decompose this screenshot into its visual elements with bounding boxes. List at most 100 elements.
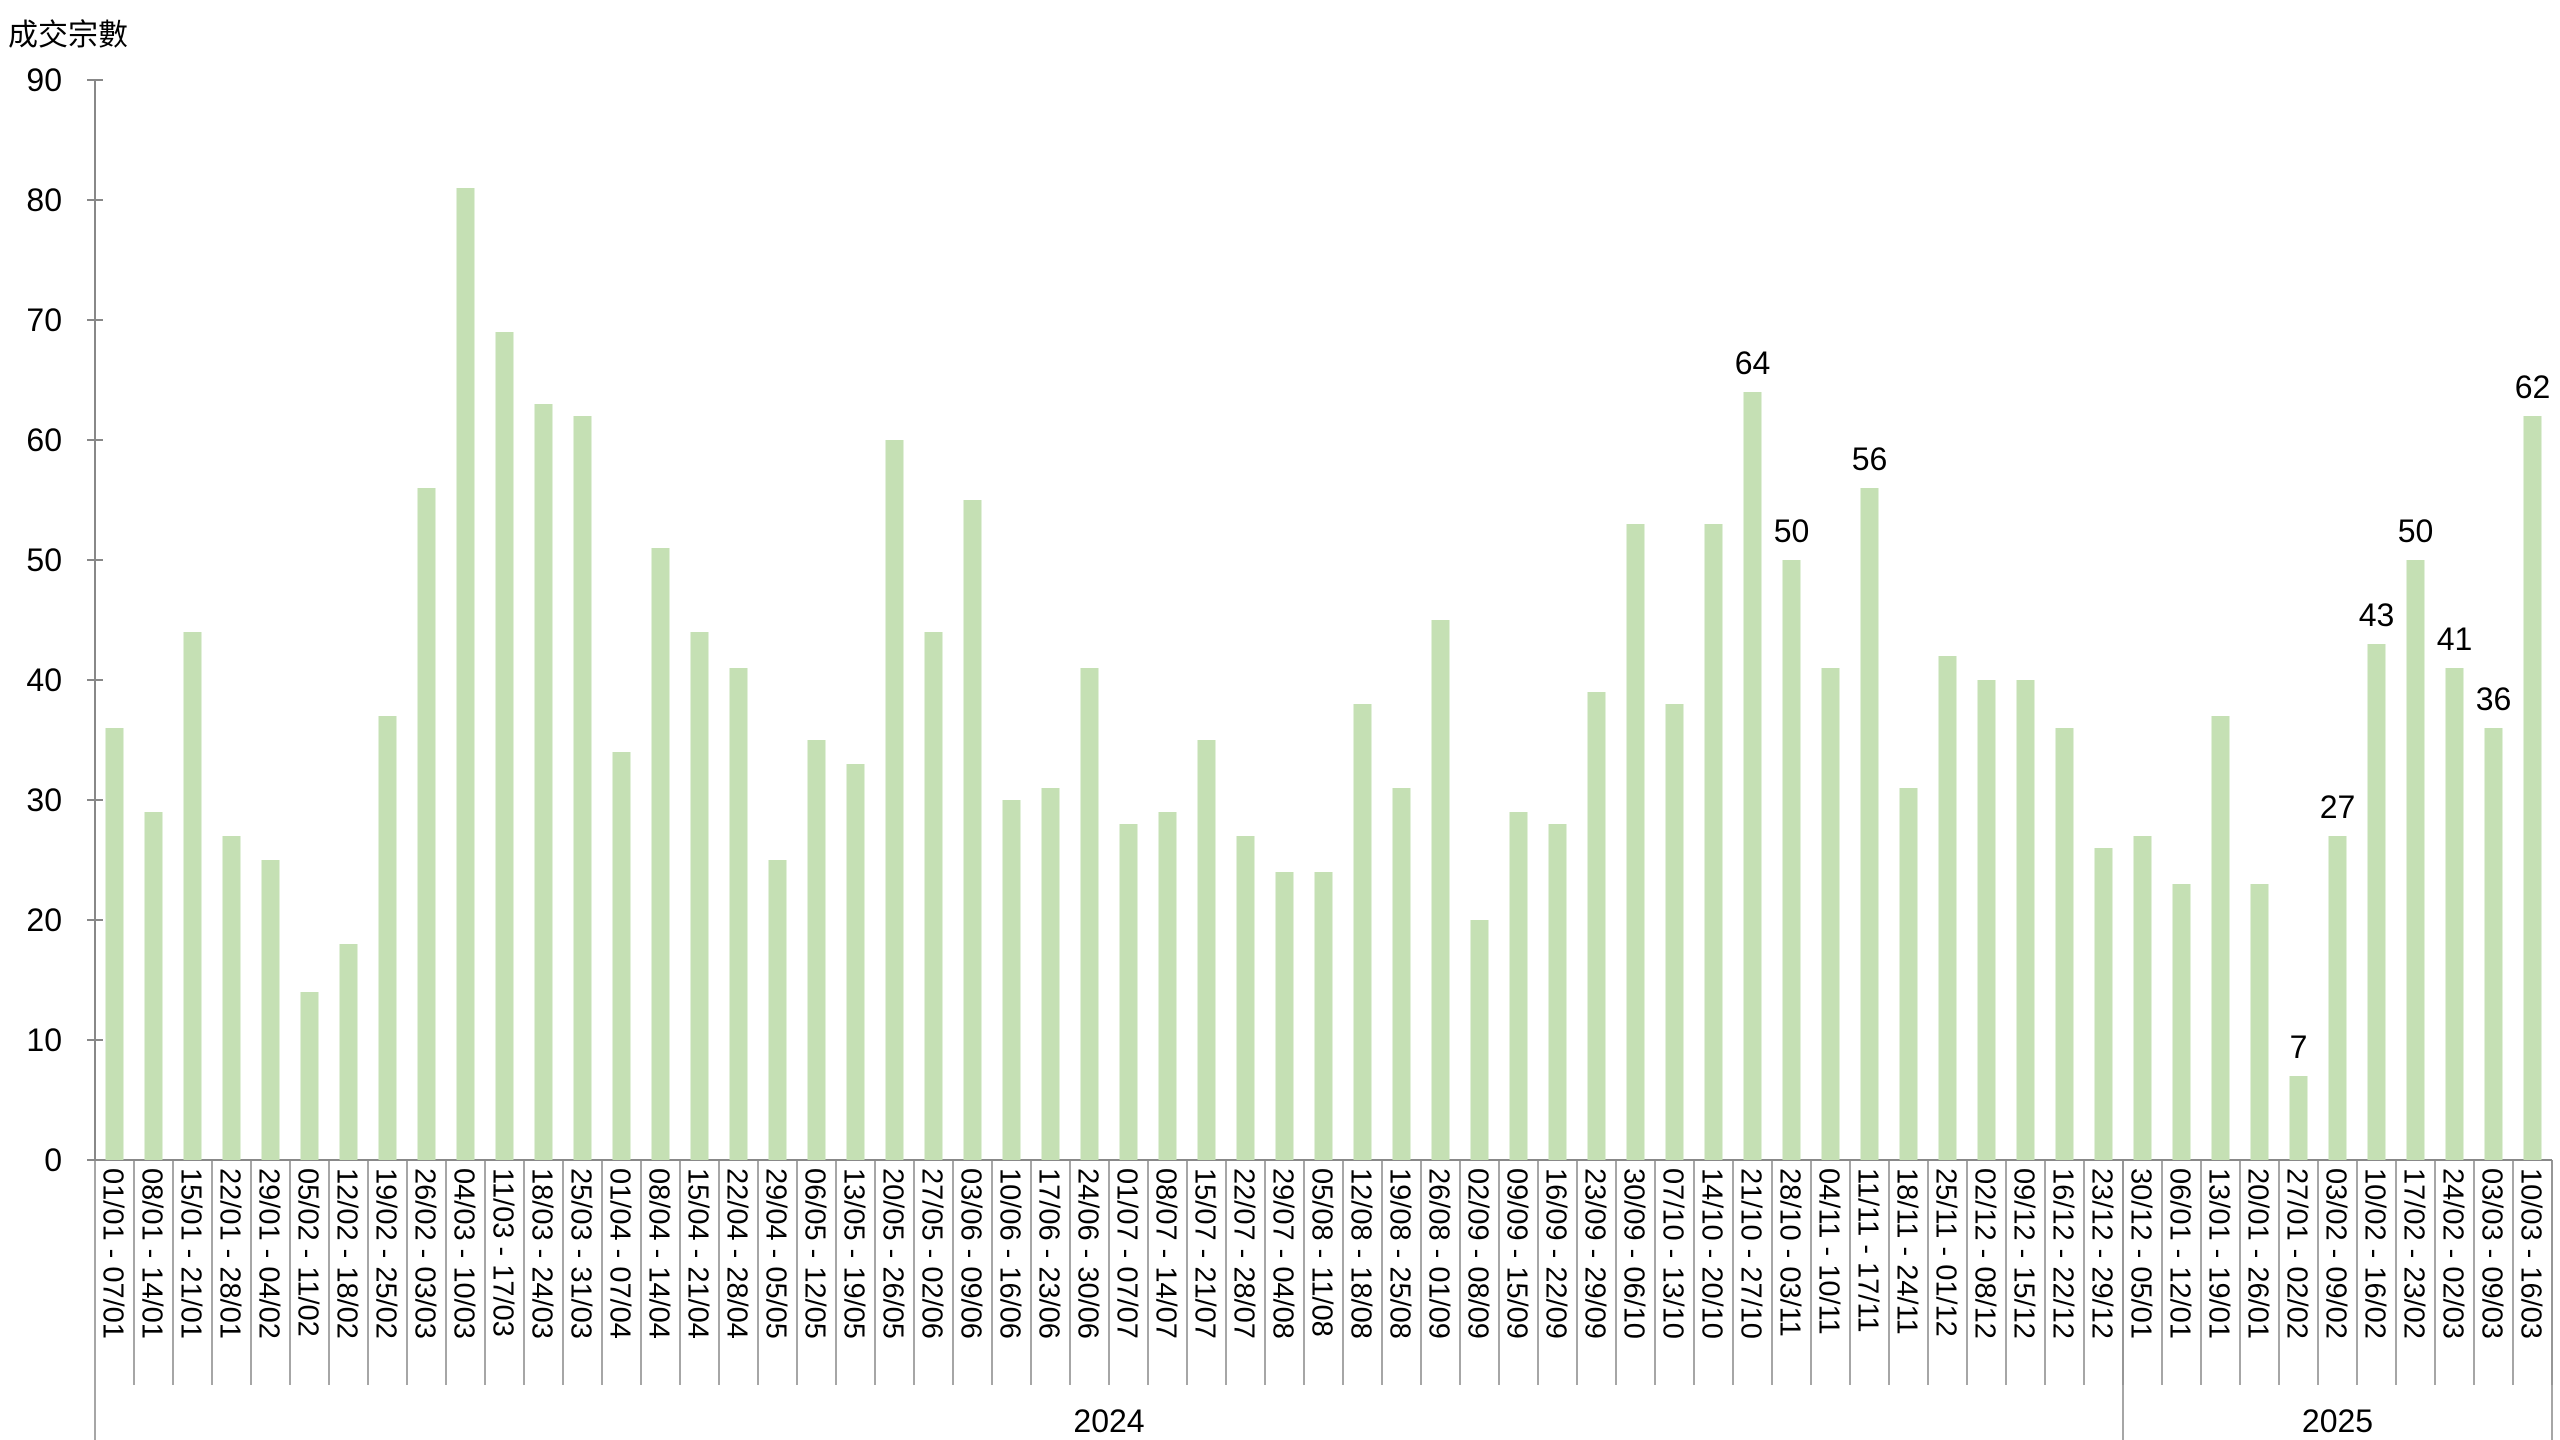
- bar: [2094, 848, 2113, 1160]
- bar: [1665, 704, 1684, 1160]
- bar: [846, 764, 865, 1160]
- x-tick-label: 19/02 - 25/02: [370, 1168, 402, 1339]
- group-label: 2025: [2302, 1403, 2373, 1439]
- x-tick-label: 06/05 - 12/05: [799, 1168, 831, 1339]
- x-tick-label: 16/12 - 22/12: [2047, 1168, 2079, 1339]
- x-tick-label: 21/10 - 27/10: [1735, 1168, 1767, 1339]
- data-label: 50: [1774, 513, 1810, 549]
- bar: [1314, 872, 1333, 1160]
- bar: [261, 860, 280, 1160]
- bar: [2328, 836, 2347, 1160]
- x-tick-label: 30/09 - 06/10: [1618, 1168, 1650, 1339]
- x-tick-label: 30/12 - 05/01: [2125, 1168, 2157, 1339]
- x-tick-label: 10/03 - 16/03: [2515, 1168, 2547, 1339]
- bar: [1080, 668, 1099, 1160]
- bar: [924, 632, 943, 1160]
- y-tick-label: 60: [26, 422, 62, 458]
- x-tick-label: 04/03 - 10/03: [448, 1168, 480, 1339]
- bar: [534, 404, 553, 1160]
- x-tick-label: 24/06 - 30/06: [1072, 1168, 1104, 1339]
- y-tick-label: 10: [26, 1022, 62, 1058]
- x-tick-label: 29/01 - 04/02: [253, 1168, 285, 1339]
- x-tick-label: 12/02 - 18/02: [331, 1168, 363, 1339]
- x-tick-label: 19/08 - 25/08: [1384, 1168, 1416, 1339]
- bar: [1821, 668, 1840, 1160]
- bar: [2367, 644, 2386, 1160]
- bar: [1197, 740, 1216, 1160]
- x-tick-label: 17/02 - 23/02: [2398, 1168, 2430, 1339]
- x-tick-label: 05/08 - 11/08: [1306, 1168, 1338, 1337]
- x-tick-label: 26/02 - 03/03: [409, 1168, 441, 1339]
- x-tick-label: 20/01 - 26/01: [2242, 1168, 2274, 1339]
- x-tick-label: 11/03 - 17/03: [487, 1168, 519, 1337]
- y-tick-label: 70: [26, 302, 62, 338]
- x-tick-label: 08/07 - 14/07: [1150, 1168, 1182, 1339]
- data-label: 7: [2290, 1029, 2308, 1065]
- x-tick-label: 14/10 - 20/10: [1696, 1168, 1728, 1339]
- y-axis-title: 成交宗數: [8, 18, 128, 53]
- bar: [573, 416, 592, 1160]
- x-tick-label: 03/06 - 09/06: [955, 1168, 987, 1339]
- bar: [378, 716, 397, 1160]
- y-tick-label: 90: [26, 62, 62, 98]
- x-tick-label: 25/11 - 01/12: [1930, 1168, 1962, 1337]
- x-tick-label: 03/02 - 09/02: [2320, 1168, 2352, 1339]
- x-tick-label: 06/01 - 12/01: [2164, 1168, 2196, 1339]
- bar: [222, 836, 241, 1160]
- x-tick-label: 23/12 - 29/12: [2086, 1168, 2118, 1339]
- x-tick-label: 10/06 - 16/06: [994, 1168, 1026, 1339]
- bar: [1275, 872, 1294, 1160]
- y-tick-label: 30: [26, 782, 62, 818]
- bar: [1236, 836, 1255, 1160]
- bar: [1431, 620, 1450, 1160]
- data-label: 41: [2437, 621, 2473, 657]
- x-tick-label: 02/12 - 08/12: [1969, 1168, 2001, 1339]
- data-label: 64: [1735, 345, 1771, 381]
- bar: [2172, 884, 2191, 1160]
- group-label: 2024: [1073, 1403, 1144, 1439]
- y-tick-label: 40: [26, 662, 62, 698]
- x-tick-label: 15/07 - 21/07: [1189, 1168, 1221, 1339]
- x-tick-label: 04/11 - 10/11: [1813, 1168, 1845, 1335]
- x-tick-label: 25/03 - 31/03: [565, 1168, 597, 1339]
- bar: [1548, 824, 1567, 1160]
- x-tick-label: 26/08 - 01/09: [1423, 1168, 1455, 1339]
- x-tick-label: 29/04 - 05/05: [760, 1168, 792, 1339]
- x-tick-label: 29/07 - 04/08: [1267, 1168, 1299, 1339]
- x-tick-label: 01/01 - 07/01: [97, 1168, 129, 1339]
- bar: [1782, 560, 1801, 1160]
- bar: [1704, 524, 1723, 1160]
- bar: [1743, 392, 1762, 1160]
- bar: [2445, 668, 2464, 1160]
- x-tick-label: 27/01 - 02/02: [2281, 1168, 2313, 1339]
- x-tick-label: 15/04 - 21/04: [682, 1168, 714, 1339]
- bar: [1509, 812, 1528, 1160]
- bar: [2211, 716, 2230, 1160]
- x-tick-label: 05/02 - 11/02: [292, 1168, 324, 1337]
- y-tick-label: 0: [44, 1142, 62, 1178]
- x-tick-label: 02/09 - 08/09: [1462, 1168, 1494, 1339]
- x-tick-label: 08/01 - 14/01: [136, 1168, 168, 1339]
- bar: [2484, 728, 2503, 1160]
- x-tick-label: 13/05 - 19/05: [838, 1168, 870, 1339]
- data-label: 27: [2320, 789, 2356, 825]
- bar: [456, 188, 475, 1160]
- bar: [768, 860, 787, 1160]
- bar: [1041, 788, 1060, 1160]
- bar: [339, 944, 358, 1160]
- bar: [1860, 488, 1879, 1160]
- x-tick-label: 16/09 - 22/09: [1540, 1168, 1572, 1339]
- bar: [1626, 524, 1645, 1160]
- bar: [1392, 788, 1411, 1160]
- bar: [2055, 728, 2074, 1160]
- x-tick-label: 27/05 - 02/06: [916, 1168, 948, 1339]
- bar: [1119, 824, 1138, 1160]
- x-tick-label: 03/03 - 09/03: [2476, 1168, 2508, 1339]
- bar: [2016, 680, 2035, 1160]
- x-tick-label: 23/09 - 29/09: [1579, 1168, 1611, 1339]
- data-label: 50: [2398, 513, 2434, 549]
- bar: [495, 332, 514, 1160]
- x-tick-label: 13/01 - 19/01: [2203, 1168, 2235, 1339]
- x-tick-label: 01/07 - 07/07: [1111, 1168, 1143, 1339]
